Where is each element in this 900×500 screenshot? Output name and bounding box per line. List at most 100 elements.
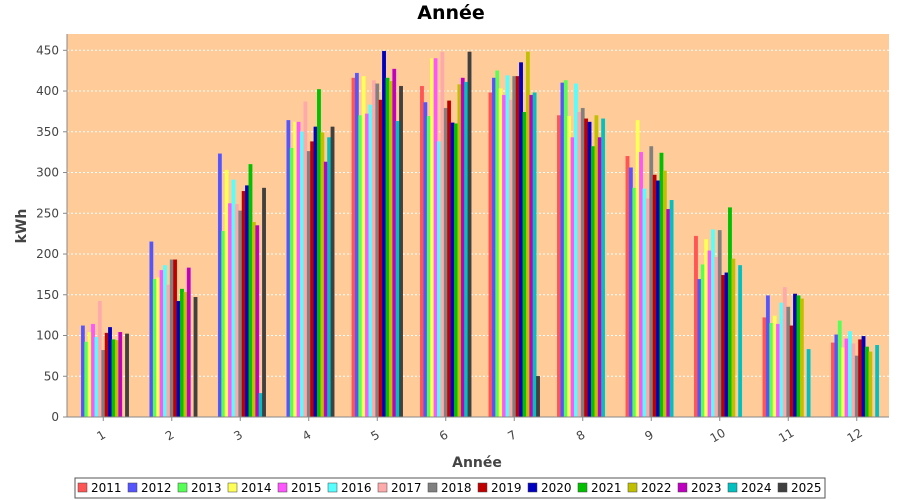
bar-2014-m2 bbox=[156, 277, 161, 418]
bar-2024-m3 bbox=[258, 393, 263, 418]
bar-2018-m4 bbox=[306, 151, 311, 418]
legend-label-2020: 2020 bbox=[541, 481, 572, 495]
bar-2020-m12 bbox=[861, 336, 866, 418]
bar-2013-m6 bbox=[426, 116, 431, 418]
bar-2019-m6 bbox=[447, 100, 452, 418]
x-tick-label: 12 bbox=[845, 426, 865, 446]
bar-2025-m6 bbox=[467, 51, 472, 418]
legend-label-2016: 2016 bbox=[341, 481, 372, 495]
bar-2020-m5 bbox=[382, 50, 386, 418]
legend: 2011 2012 2013 2014 2015 2016 2017 2018 2019 2020… bbox=[74, 477, 826, 499]
bar-2018-m12 bbox=[854, 355, 859, 418]
legend-label-2023: 2023 bbox=[691, 481, 722, 495]
bar-2011-m12 bbox=[831, 342, 835, 418]
legend-swatch-2019 bbox=[477, 482, 488, 493]
legend-label-2018: 2018 bbox=[441, 481, 472, 495]
bar-2019-m5 bbox=[378, 99, 383, 418]
bar-2011-m5 bbox=[351, 77, 356, 418]
bar-2016-m2 bbox=[163, 265, 167, 418]
legend-swatch-2015 bbox=[277, 482, 288, 493]
bar-2016-m7 bbox=[505, 75, 510, 418]
legend-swatch-2012 bbox=[127, 482, 138, 493]
bar-2019-m7 bbox=[515, 76, 520, 418]
bar-2014-m1 bbox=[87, 332, 92, 418]
bar-2017-m7 bbox=[508, 99, 513, 418]
y-tick-label: 450 bbox=[36, 43, 59, 57]
bar-2013-m3 bbox=[221, 231, 226, 418]
bar-2013-m1 bbox=[84, 341, 89, 418]
legend-swatch-2013 bbox=[177, 482, 188, 493]
y-tick-label: 150 bbox=[36, 288, 59, 302]
bar-2012-m5 bbox=[354, 72, 359, 418]
bar-2018-m8 bbox=[580, 107, 585, 418]
bar-2024-m12 bbox=[875, 345, 880, 418]
bar-2013-m7 bbox=[495, 70, 500, 418]
bar-2016-m6 bbox=[437, 141, 441, 418]
y-tick-label: 50 bbox=[44, 369, 59, 383]
bar-2017-m3 bbox=[234, 204, 239, 418]
bar-2012-m11 bbox=[765, 295, 770, 418]
bar-2018-m3 bbox=[238, 210, 243, 418]
legend-label-2017: 2017 bbox=[391, 481, 422, 495]
x-tick-label: 8 bbox=[574, 428, 588, 444]
bar-2021-m6 bbox=[454, 123, 458, 418]
x-axis-label: Année bbox=[452, 455, 502, 471]
bar-2018-m5 bbox=[375, 83, 380, 418]
bar-2021-m5 bbox=[385, 77, 390, 418]
bar-2018-m2 bbox=[169, 259, 174, 418]
bar-2022-m7 bbox=[525, 51, 530, 418]
bar-2020-m2 bbox=[176, 301, 181, 418]
legend-swatch-2025 bbox=[777, 482, 788, 493]
bar-2024-m5 bbox=[395, 120, 400, 418]
legend-swatch-2023 bbox=[677, 482, 688, 493]
bar-2017-m9 bbox=[645, 198, 650, 418]
bar-2015-m7 bbox=[502, 94, 506, 418]
bar-2016-m11 bbox=[779, 302, 784, 418]
y-tick-label: 250 bbox=[36, 206, 59, 220]
bar-2019-m1 bbox=[104, 332, 109, 418]
x-tick-label: 2 bbox=[163, 428, 177, 444]
bar-2017-m8 bbox=[577, 112, 582, 418]
bar-2025-m1 bbox=[125, 333, 129, 418]
legend-label-2019: 2019 bbox=[491, 481, 522, 495]
bar-2019-m3 bbox=[241, 191, 246, 418]
bar-2025-m3 bbox=[262, 187, 266, 418]
bar-2012-m10 bbox=[697, 279, 702, 418]
bar-2021-m7 bbox=[522, 112, 527, 418]
bar-2019-m9 bbox=[652, 174, 657, 418]
bar-2012-m3 bbox=[217, 153, 222, 418]
bar-2015-m10 bbox=[707, 250, 712, 418]
bar-2012-m8 bbox=[560, 82, 565, 418]
bar-2020-m10 bbox=[724, 272, 729, 418]
bar-2019-m10 bbox=[721, 275, 726, 418]
bar-2011-m9 bbox=[625, 156, 630, 418]
bar-2013-m12 bbox=[837, 320, 842, 418]
bar-2020-m7 bbox=[519, 62, 523, 418]
legend-swatch-2024 bbox=[727, 482, 738, 493]
y-tick-label: 400 bbox=[36, 84, 59, 98]
bar-2023-m6 bbox=[460, 77, 465, 418]
legend-label-2014: 2014 bbox=[241, 481, 272, 495]
bar-2012-m1 bbox=[80, 325, 85, 418]
bar-2022-m6 bbox=[457, 84, 462, 418]
bar-2019-m4 bbox=[310, 141, 315, 418]
bar-2020-m9 bbox=[656, 180, 660, 418]
bar-2014-m11 bbox=[772, 315, 777, 418]
bar-2022-m10 bbox=[731, 258, 736, 418]
bars bbox=[80, 50, 880, 418]
bar-2015-m1 bbox=[91, 323, 95, 418]
x-tick-label: 4 bbox=[300, 428, 314, 444]
bar-2020-m3 bbox=[245, 185, 249, 418]
bar-2012-m2 bbox=[149, 241, 154, 418]
bar-2024-m9 bbox=[669, 200, 674, 418]
legend-swatch-2017 bbox=[377, 482, 388, 493]
bar-2022-m11 bbox=[799, 298, 804, 418]
bar-2015-m2 bbox=[159, 270, 164, 418]
legend-swatch-2020 bbox=[527, 482, 538, 493]
x-tick-label: 5 bbox=[368, 428, 382, 444]
bar-2016-m3 bbox=[231, 179, 236, 418]
bar-2014-m10 bbox=[704, 239, 709, 418]
